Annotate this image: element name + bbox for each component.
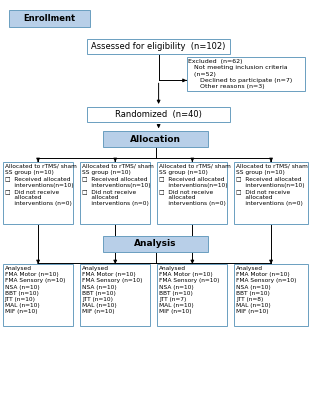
Text: Enrollment: Enrollment xyxy=(24,14,76,23)
Text: Allocated to rTMS/ sham
SS group (n=10)
□  Received allocated
     interventions: Allocated to rTMS/ sham SS group (n=10) … xyxy=(236,164,308,206)
Text: Analysed
FMA Motor (n=10)
FMA Sensory (n=10)
NSA (n=10)
BBT (n=10)
JTT (n=10)
MA: Analysed FMA Motor (n=10) FMA Sensory (n… xyxy=(5,266,65,314)
Text: Allocation: Allocation xyxy=(130,135,181,144)
FancyBboxPatch shape xyxy=(3,162,73,224)
Text: Analysed
FMA Motor (n=10)
FMA Sensory (n=10)
NSA (n=10)
BBT (n=10)
JTT (n=7)
MAL: Analysed FMA Motor (n=10) FMA Sensory (n… xyxy=(159,266,220,314)
Text: Randomized  (n=40): Randomized (n=40) xyxy=(115,110,202,119)
Text: Analysed
FMA Motor (n=10)
FMA Sensory (n=10)
NSA (n=10)
BBT (n=10)
JTT (n=10)
MA: Analysed FMA Motor (n=10) FMA Sensory (n… xyxy=(82,266,142,314)
FancyBboxPatch shape xyxy=(87,39,230,54)
FancyBboxPatch shape xyxy=(87,107,230,122)
FancyBboxPatch shape xyxy=(157,264,227,326)
FancyBboxPatch shape xyxy=(80,264,150,326)
Text: Excluded  (n=62)
   Not meeting inclusion criteria
   (n=52)
      Declined to p: Excluded (n=62) Not meeting inclusion cr… xyxy=(188,59,292,89)
FancyBboxPatch shape xyxy=(157,162,227,224)
FancyBboxPatch shape xyxy=(103,236,208,252)
Text: Allocated to rTMS/ sham
SS group (n=10)
□  Received allocated
     interventions: Allocated to rTMS/ sham SS group (n=10) … xyxy=(159,164,231,206)
FancyBboxPatch shape xyxy=(3,264,73,326)
Text: Allocated to rTMS/ sham
SS group (n=10)
□  Received allocated
     interventions: Allocated to rTMS/ sham SS group (n=10) … xyxy=(5,164,77,206)
Text: Allocated to rTMS/ sham
SS group (n=10)
□  Received allocated
     interventions: Allocated to rTMS/ sham SS group (n=10) … xyxy=(82,164,154,206)
FancyBboxPatch shape xyxy=(234,264,308,326)
FancyBboxPatch shape xyxy=(187,57,305,91)
Text: Assessed for eligibility  (n=102): Assessed for eligibility (n=102) xyxy=(91,42,226,51)
FancyBboxPatch shape xyxy=(234,162,308,224)
FancyBboxPatch shape xyxy=(9,10,90,27)
FancyBboxPatch shape xyxy=(80,162,150,224)
Text: Analysis: Analysis xyxy=(134,240,177,248)
FancyBboxPatch shape xyxy=(103,131,208,147)
Text: Analysed
FMA Motor (n=10)
FMA Sensory (n=10)
NSA (n=10)
BBT (n=10)
JTT (n=8)
MAL: Analysed FMA Motor (n=10) FMA Sensory (n… xyxy=(236,266,297,314)
